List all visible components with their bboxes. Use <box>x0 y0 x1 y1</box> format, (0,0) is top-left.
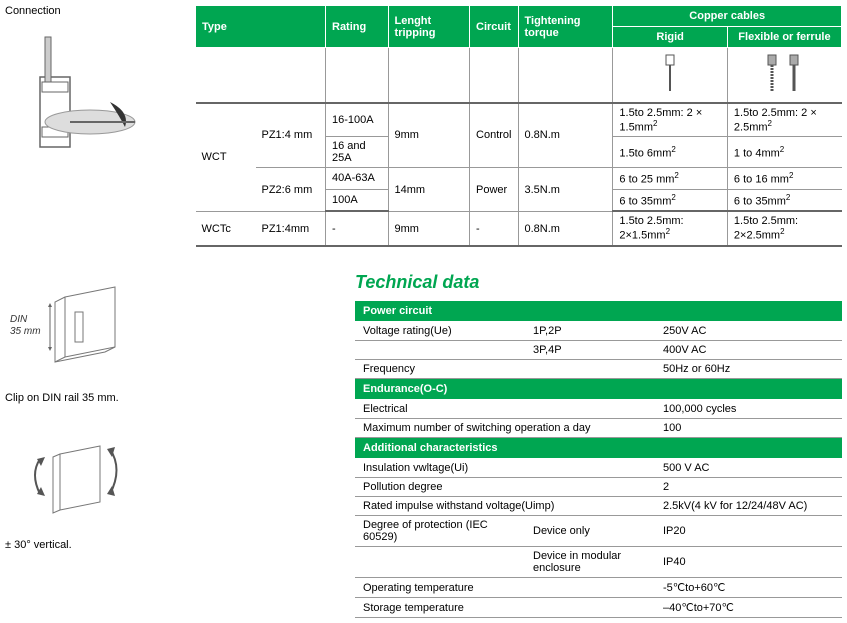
tilt-caption: ± 30° vertical. <box>5 539 185 551</box>
din-diagram: DIN 35 mm <box>5 277 155 387</box>
cell: 16 and 25A <box>326 137 389 168</box>
cell: - <box>326 211 389 246</box>
cell: 3.5N.m <box>518 168 613 212</box>
cell: 1.5to 2.5mm: 2 × 2.5mm2 <box>727 103 841 137</box>
tech-label: Degree of protection (IEC 60529) <box>355 516 525 547</box>
th-copper: Copper cables <box>613 6 842 27</box>
cell: 0.8N.m <box>518 103 613 168</box>
tech-value: –40℃to+70℃ <box>655 598 842 618</box>
tech-label <box>355 547 525 578</box>
cell: 40A-63A <box>326 168 389 190</box>
cell-type: WCT <box>196 103 256 212</box>
cell: Power <box>470 168 518 212</box>
tech-value: 100 <box>655 419 842 438</box>
tech-value: 2 <box>655 478 842 497</box>
tech-table: Power circuitVoltage rating(Ue)1P,2P250V… <box>355 301 842 618</box>
tech-label: Rated impulse withstand voltage(Uimp) <box>355 497 655 516</box>
cell-sub: PZ1:4 mm <box>256 103 326 168</box>
th-flexible: Flexible or ferrule <box>727 27 841 48</box>
th-rating: Rating <box>326 6 389 48</box>
tech-label: Storage temperature <box>355 598 655 618</box>
cell: 1.5to 2.5mm: 2 × 1.5mm2 <box>613 103 728 137</box>
tech-value: 100,000 cycles <box>655 400 842 419</box>
cell: 0.8N.m <box>518 211 613 246</box>
tech-label: Electrical <box>355 400 655 419</box>
cell: 6 to 16 mm2 <box>727 168 841 190</box>
connection-diagram <box>5 22 155 172</box>
svg-text:DIN: DIN <box>10 314 28 325</box>
tech-label: Operating temperature <box>355 578 655 598</box>
tech-value: -5℃to+60℃ <box>655 578 842 598</box>
section-header: Additional characteristics <box>355 438 842 459</box>
tech-sub: Device only <box>525 516 655 547</box>
cell: 6 to 35mm2 <box>727 189 841 211</box>
cell: 14mm <box>388 168 470 212</box>
cell: 6 to 25 mm2 <box>613 168 728 190</box>
tech-value: 400V AC <box>655 341 842 360</box>
tech-label: Voltage rating(Ue) <box>355 322 525 341</box>
tech-sub: 1P,2P <box>525 322 655 341</box>
flex-icon-cell <box>727 48 841 103</box>
tech-label: Pollution degree <box>355 478 655 497</box>
th-circuit: Circuit <box>470 6 518 48</box>
tech-title: Technical data <box>355 272 842 293</box>
rigid-icon-cell <box>613 48 728 103</box>
tech-sub: Device in modular enclosure <box>525 547 655 578</box>
th-length: Lenght tripping <box>388 6 470 48</box>
svg-text:35 mm: 35 mm <box>10 326 41 337</box>
section-header: Endurance(O-C) <box>355 379 842 400</box>
cell-type: WCTc <box>196 211 256 246</box>
cell: Control <box>470 103 518 168</box>
tech-label <box>355 341 525 360</box>
connection-label: Connection <box>5 5 185 17</box>
cell: 1.5to 2.5mm: 2×1.5mm2 <box>613 211 728 246</box>
tech-value: 2.5kV(4 kV for 12/24/48V AC) <box>655 497 842 516</box>
tech-label: Insulation vwltage(Ui) <box>355 459 655 478</box>
tech-value: IP40 <box>655 547 842 578</box>
tech-value: 500 V AC <box>655 459 842 478</box>
cell: - <box>470 211 518 246</box>
cell-sub: PZ2:6 mm <box>256 168 326 212</box>
th-type: Type <box>196 6 326 48</box>
tech-label: Maximum number of switching operation a … <box>355 419 655 438</box>
section-header: Power circuit <box>355 301 842 322</box>
tech-value: IP20 <box>655 516 842 547</box>
cell: 6 to 35mm2 <box>613 189 728 211</box>
tech-value: 250V AC <box>655 322 842 341</box>
cell-sub: PZ1:4mm <box>256 211 326 246</box>
th-rigid: Rigid <box>613 27 728 48</box>
cell: 1 to 4mm2 <box>727 137 841 168</box>
cell: 9mm <box>388 211 470 246</box>
tech-value: 50Hz or 60Hz <box>655 360 842 379</box>
spec-table: Type Rating Lenght tripping Circuit Tigh… <box>195 5 842 247</box>
cell: 1.5to 2.5mm: 2×2.5mm2 <box>727 211 841 246</box>
tech-sub: 3P,4P <box>525 341 655 360</box>
tilt-diagram <box>5 424 155 534</box>
cell: 1.5to 6mm2 <box>613 137 728 168</box>
cell: 9mm <box>388 103 470 168</box>
din-caption: Clip on DIN rail 35 mm. <box>5 392 185 404</box>
tech-label: Frequency <box>355 360 655 379</box>
th-torque: Tightening torque <box>518 6 613 48</box>
cell: 100A <box>326 189 389 211</box>
cell: 16-100A <box>326 103 389 137</box>
